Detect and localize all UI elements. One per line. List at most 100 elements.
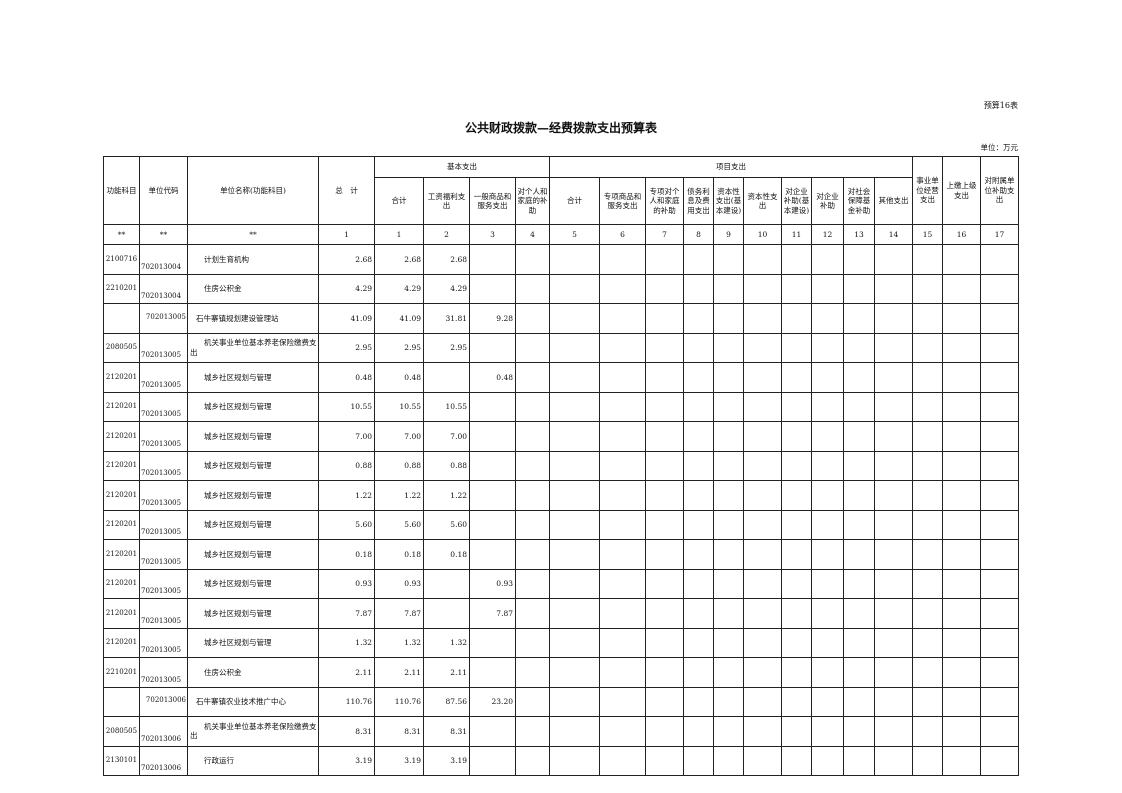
empty-cell	[843, 686, 875, 717]
empty-cell	[599, 716, 646, 747]
unit-name-cell: 石牛寨镇规划建设管理站	[187, 303, 319, 334]
header-other: 事业单位经营支出	[912, 156, 943, 225]
empty-cell	[874, 332, 913, 363]
empty-cell	[843, 745, 875, 776]
empty-cell	[645, 480, 684, 511]
table-row: 2120201 702013005 城乡社区规划与管理 7.87 7.87 7.87	[103, 598, 1019, 629]
basic-goods-cell	[469, 657, 516, 688]
empty-cell	[599, 539, 646, 570]
empty-cell	[811, 745, 844, 776]
empty-cell	[549, 421, 600, 452]
unit-name-cell: 城乡社区规划与管理	[187, 509, 319, 540]
empty-cell	[980, 450, 1019, 481]
total-cell: 1.32	[318, 627, 375, 658]
basic-total-cell: 5.60	[374, 509, 424, 540]
total-cell: 7.87	[318, 598, 375, 629]
basic-salary-cell: 2.95	[423, 332, 470, 363]
total-cell: 41.09	[318, 303, 375, 334]
basic-personal-cell	[515, 509, 550, 540]
column-index: 4	[515, 224, 550, 245]
table-row: 2120201 702013005 城乡社区规划与管理 1.32 1.32 1.32	[103, 627, 1019, 658]
empty-cell	[942, 686, 981, 717]
empty-cell	[781, 539, 812, 570]
column-index: **	[139, 224, 188, 245]
unit-name-cell: 城乡社区规划与管理	[187, 362, 319, 393]
func-code-cell: 2210201	[103, 273, 140, 304]
empty-cell	[874, 421, 913, 452]
empty-cell	[781, 450, 812, 481]
empty-cell	[683, 480, 714, 511]
total-cell: 0.88	[318, 450, 375, 481]
basic-personal-cell	[515, 627, 550, 658]
empty-cell	[874, 362, 913, 393]
empty-cell	[980, 509, 1019, 540]
table-row: 702013006 石牛寨镇农业技术推广中心 110.76 110.76 87.56 23…	[103, 686, 1019, 717]
empty-cell	[781, 657, 812, 688]
empty-cell	[811, 303, 844, 334]
empty-cell	[743, 716, 782, 747]
empty-cell	[713, 332, 744, 363]
empty-cell	[980, 627, 1019, 658]
basic-salary-cell: 7.00	[423, 421, 470, 452]
empty-cell	[843, 362, 875, 393]
empty-cell	[942, 391, 981, 422]
empty-cell	[781, 273, 812, 304]
basic-salary-cell: 0.88	[423, 450, 470, 481]
unit-name-cell: 城乡社区规划与管理	[187, 421, 319, 452]
budget-table: 功能科目 单位代码 单位名称(功能科目) 总 计 基本支出 项目支出 事业单位经…	[103, 156, 1019, 776]
basic-total-cell: 110.76	[374, 686, 424, 717]
empty-cell	[874, 598, 913, 629]
empty-cell	[912, 716, 943, 747]
header-project-col: 对企业补助(基本建设)	[781, 177, 812, 225]
table-row: 2120201 702013005 城乡社区规划与管理 0.88 0.88 0.88	[103, 450, 1019, 481]
empty-cell	[599, 450, 646, 481]
empty-cell	[811, 332, 844, 363]
total-cell: 2.68	[318, 244, 375, 275]
empty-cell	[912, 391, 943, 422]
empty-cell	[713, 303, 744, 334]
unit-name-cell: 城乡社区规划与管理	[187, 391, 319, 422]
empty-cell	[843, 539, 875, 570]
empty-cell	[874, 391, 913, 422]
unit-code-cell: 702013004	[139, 273, 188, 304]
empty-cell	[683, 657, 714, 688]
column-index: 1	[374, 224, 424, 245]
empty-cell	[549, 509, 600, 540]
empty-cell	[599, 568, 646, 599]
basic-personal-cell	[515, 716, 550, 747]
empty-cell	[843, 450, 875, 481]
empty-cell	[683, 303, 714, 334]
basic-salary-cell: 31.81	[423, 303, 470, 334]
empty-cell	[743, 362, 782, 393]
empty-cell	[713, 745, 744, 776]
empty-cell	[912, 598, 943, 629]
basic-salary-cell: 2.68	[423, 244, 470, 275]
empty-cell	[645, 303, 684, 334]
header-project-col: 专项商品和服务支出	[599, 177, 646, 225]
empty-cell	[781, 716, 812, 747]
empty-cell	[683, 244, 714, 275]
table-row: 2100716 702013004 计划生育机构 2.68 2.68 2.68	[103, 244, 1019, 275]
basic-total-cell: 0.88	[374, 450, 424, 481]
func-code-cell	[103, 303, 140, 334]
empty-cell	[683, 362, 714, 393]
empty-cell	[645, 391, 684, 422]
basic-salary-cell: 1.22	[423, 480, 470, 511]
empty-cell	[683, 332, 714, 363]
empty-cell	[811, 421, 844, 452]
basic-goods-cell	[469, 539, 516, 570]
empty-cell	[645, 598, 684, 629]
header-project-col: 对企业补助	[811, 177, 844, 225]
unit-name-cell: 石牛寨镇农业技术推广中心	[187, 686, 319, 717]
empty-cell	[811, 244, 844, 275]
empty-cell	[980, 716, 1019, 747]
basic-salary-cell	[423, 362, 470, 393]
unit-code-cell: 702013004	[139, 244, 188, 275]
func-code-cell: 2120201	[103, 539, 140, 570]
empty-cell	[843, 244, 875, 275]
empty-cell	[874, 568, 913, 599]
table-row: 2120201 702013005 城乡社区规划与管理 5.60 5.60 5.60	[103, 509, 1019, 540]
header-project-col: 对社会保障基金补助	[843, 177, 875, 225]
empty-cell	[781, 303, 812, 334]
empty-cell	[549, 244, 600, 275]
